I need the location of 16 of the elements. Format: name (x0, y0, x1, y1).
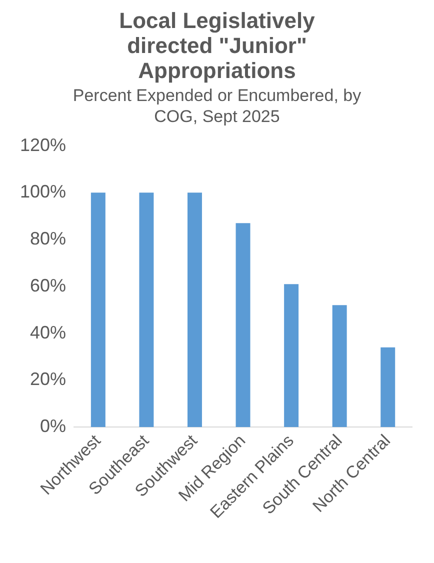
y-tick-label: 80% (30, 228, 66, 249)
bar (187, 192, 202, 428)
y-tick-label: 120% (20, 134, 66, 155)
bar (90, 192, 106, 428)
chart-title: Local Legislatively directed "Junior" Appropriations (118, 8, 316, 83)
y-tick-label: 0% (40, 416, 66, 436)
bar (380, 347, 396, 428)
bar (236, 223, 250, 428)
bar (139, 192, 154, 428)
bar (332, 305, 347, 428)
y-tick-label: 20% (30, 369, 66, 390)
bar (284, 284, 299, 428)
y-tick-label: 60% (30, 275, 66, 296)
chart-subtitle: Percent Expended or Encumbered, by COG, Sept 2025 (72, 85, 362, 127)
y-tick-label: 40% (30, 322, 66, 342)
y-tick-label: 100% (20, 182, 66, 202)
